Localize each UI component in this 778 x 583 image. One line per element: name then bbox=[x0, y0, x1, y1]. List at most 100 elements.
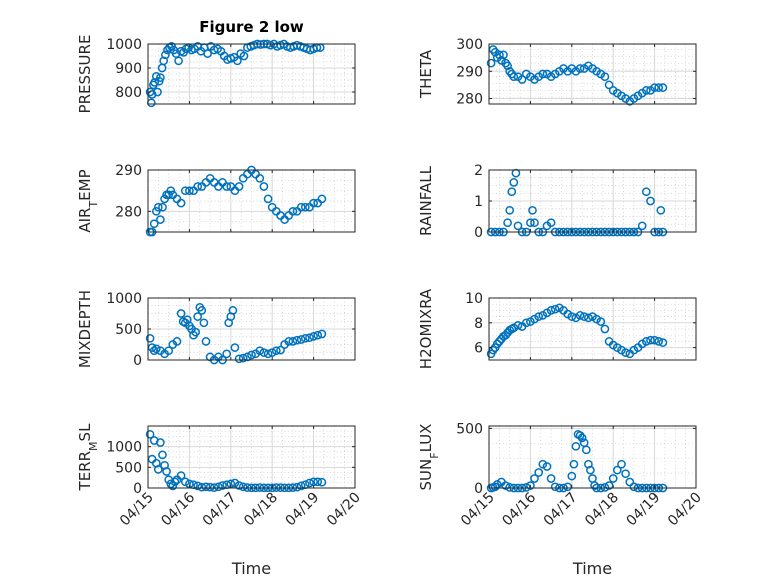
data-point bbox=[296, 335, 306, 344]
data-point bbox=[546, 474, 556, 483]
data-point bbox=[526, 481, 535, 490]
subplot-h2omixra: 6 8 10 H2OMIXRA bbox=[417, 288, 697, 369]
data-point bbox=[185, 186, 194, 196]
data-point bbox=[288, 337, 298, 346]
y-tick-label: 500 bbox=[115, 460, 142, 476]
subplot-pressure: 800 900 1000 PRESSURE Figure 2 low bbox=[76, 18, 356, 114]
data-point bbox=[486, 58, 496, 68]
data-point bbox=[621, 469, 630, 479]
data-point bbox=[305, 478, 314, 488]
data-point bbox=[600, 72, 610, 82]
data-point bbox=[158, 450, 167, 460]
data-point bbox=[191, 327, 200, 337]
x-tick-label: 04/18 bbox=[582, 490, 622, 530]
data-point bbox=[166, 186, 176, 196]
data-point bbox=[203, 49, 212, 58]
y-tick-label: 1000 bbox=[106, 440, 142, 456]
data-point bbox=[197, 306, 207, 315]
y-axis-label: PRESSURE bbox=[76, 35, 94, 114]
data-point bbox=[567, 471, 577, 481]
data-point bbox=[584, 313, 593, 323]
x-tick-label: 04/17 bbox=[541, 490, 581, 530]
data-point bbox=[317, 194, 327, 204]
data-point bbox=[153, 202, 163, 212]
data-point bbox=[145, 429, 155, 439]
data-point bbox=[255, 346, 265, 356]
data-point bbox=[180, 477, 190, 487]
data-point bbox=[164, 346, 174, 356]
data-point bbox=[513, 221, 523, 231]
data-point bbox=[579, 312, 589, 321]
axes-box bbox=[147, 169, 356, 233]
data-point bbox=[238, 353, 248, 363]
data-point bbox=[284, 337, 294, 346]
data-point bbox=[218, 481, 227, 490]
data-point bbox=[526, 218, 535, 228]
data-point bbox=[205, 482, 215, 492]
y-tick-label: 500 bbox=[456, 421, 483, 437]
y-axis-label: MIXDEPTH bbox=[76, 290, 94, 368]
data-point bbox=[629, 482, 639, 492]
data-point bbox=[276, 345, 285, 355]
data-point bbox=[503, 218, 512, 228]
data-point bbox=[176, 471, 186, 480]
data-point bbox=[313, 330, 323, 340]
data-point bbox=[164, 190, 174, 200]
data-points bbox=[145, 39, 325, 108]
data-point bbox=[517, 75, 527, 84]
data-point bbox=[600, 324, 610, 334]
data-point bbox=[234, 354, 244, 364]
subplot-air-temp: 280 290 AIRTEMP bbox=[76, 163, 356, 237]
data-point bbox=[238, 482, 248, 492]
data-point bbox=[156, 73, 165, 82]
data-point bbox=[534, 312, 544, 321]
data-point bbox=[596, 317, 606, 326]
data-point bbox=[637, 221, 647, 231]
data-point bbox=[571, 441, 581, 451]
x-tick-label: 04/16 bbox=[158, 489, 198, 529]
x-axis-label: Time bbox=[231, 559, 271, 578]
y-axis-label: SUNFLUX bbox=[417, 424, 441, 491]
data-point bbox=[292, 482, 302, 492]
y-tick-label: 500 bbox=[115, 322, 142, 338]
x-tick-label: 04/18 bbox=[241, 490, 281, 530]
data-point bbox=[542, 462, 552, 471]
data-points bbox=[145, 302, 327, 365]
data-point bbox=[151, 344, 161, 354]
y-axis-label: AIRTEMP bbox=[76, 169, 100, 232]
y-tick-label: 6 bbox=[474, 341, 483, 357]
data-point bbox=[521, 318, 531, 328]
y-tick-label: 800 bbox=[115, 85, 142, 101]
y-tick-label: 290 bbox=[456, 64, 483, 80]
data-point bbox=[654, 337, 664, 346]
data-point bbox=[550, 482, 560, 492]
data-point bbox=[571, 313, 581, 323]
y-axis-label: TERRMSL bbox=[76, 423, 100, 492]
data-point bbox=[309, 332, 318, 341]
y-tick-label: 1 bbox=[474, 194, 483, 210]
data-point bbox=[228, 306, 238, 315]
data-point bbox=[193, 481, 203, 491]
data-point bbox=[234, 182, 244, 191]
y-tick-label: 280 bbox=[456, 92, 483, 108]
data-point bbox=[145, 333, 155, 343]
y-tick-label: 0 bbox=[474, 481, 483, 497]
data-point bbox=[575, 431, 585, 440]
data-point bbox=[263, 349, 273, 359]
data-point bbox=[176, 198, 186, 208]
data-point bbox=[600, 483, 610, 492]
data-point bbox=[193, 312, 203, 321]
x-tick-label: 04/20 bbox=[665, 490, 705, 530]
data-point bbox=[170, 477, 180, 487]
data-point bbox=[567, 312, 577, 321]
data-point bbox=[501, 481, 510, 490]
data-point bbox=[263, 194, 273, 204]
y-tick-label: 8 bbox=[474, 316, 483, 332]
data-point bbox=[581, 445, 591, 455]
axes-box bbox=[488, 425, 697, 489]
data-point bbox=[317, 329, 327, 339]
y-tick-label: 900 bbox=[115, 61, 142, 77]
data-point bbox=[151, 206, 161, 216]
